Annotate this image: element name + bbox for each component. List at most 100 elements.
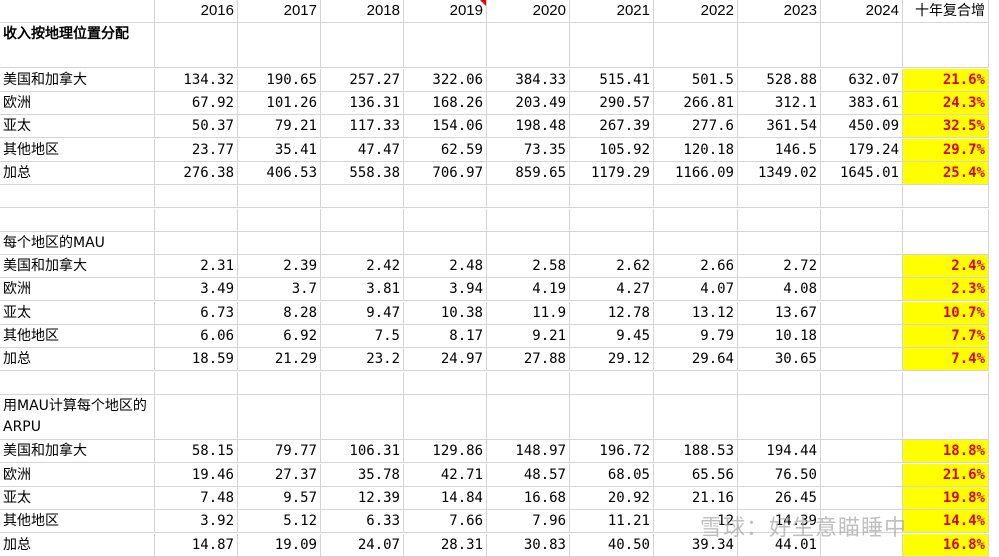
value-cell[interactable]: 44.01	[738, 533, 821, 557]
value-cell[interactable]: 9.79	[654, 325, 738, 349]
row-label-cell[interactable]: 美国和加拿大	[0, 255, 155, 279]
empty-cell[interactable]	[404, 371, 487, 395]
value-cell[interactable]: 148.97	[487, 440, 570, 464]
empty-cell[interactable]	[0, 185, 155, 209]
value-cell[interactable]: 9.45	[570, 325, 654, 349]
value-cell[interactable]: 106.31	[321, 440, 404, 464]
value-cell[interactable]: 7.66	[404, 510, 487, 534]
value-cell[interactable]	[821, 348, 903, 372]
value-cell[interactable]: 2.58	[487, 255, 570, 279]
empty-cell[interactable]	[155, 208, 238, 232]
row-label-cell[interactable]: 其他地区	[0, 325, 155, 349]
value-cell[interactable]: 2.42	[321, 255, 404, 279]
header-year-cell[interactable]: 2022	[654, 0, 738, 23]
empty-cell[interactable]	[738, 371, 821, 395]
empty-cell[interactable]	[487, 395, 570, 441]
cagr-cell[interactable]: 32.5%	[903, 115, 989, 139]
value-cell[interactable]: 13.67	[738, 301, 821, 325]
value-cell[interactable]: 62.59	[404, 138, 487, 162]
header-year-cell[interactable]: 2023	[738, 0, 821, 23]
header-year-cell[interactable]: 2024	[821, 0, 903, 23]
header-year-cell[interactable]: 2018	[321, 0, 404, 23]
value-cell[interactable]: 129.86	[404, 440, 487, 464]
value-cell[interactable]: 10.38	[404, 301, 487, 325]
value-cell[interactable]: 6.33	[321, 510, 404, 534]
empty-cell[interactable]	[821, 371, 903, 395]
empty-cell[interactable]	[570, 185, 654, 209]
value-cell[interactable]: 632.07	[821, 68, 903, 92]
empty-cell[interactable]	[238, 371, 321, 395]
value-cell[interactable]: 27.37	[238, 463, 321, 487]
value-cell[interactable]: 10.18	[738, 325, 821, 349]
value-cell[interactable]: 4.08	[738, 278, 821, 302]
value-cell[interactable]: 117.33	[321, 115, 404, 139]
header-year-cell[interactable]: 2020	[487, 0, 570, 23]
value-cell[interactable]: 194.44	[738, 440, 821, 464]
cagr-cell[interactable]: 7.7%	[903, 325, 989, 349]
empty-cell[interactable]	[404, 185, 487, 209]
value-cell[interactable]: 29.64	[654, 348, 738, 372]
value-cell[interactable]: 3.81	[321, 278, 404, 302]
row-label-cell[interactable]: 美国和加拿大	[0, 68, 155, 92]
empty-cell[interactable]	[654, 371, 738, 395]
value-cell[interactable]: 2.31	[155, 255, 238, 279]
value-cell[interactable]: 267.39	[570, 115, 654, 139]
value-cell[interactable]: 528.88	[738, 68, 821, 92]
value-cell[interactable]: 6.06	[155, 325, 238, 349]
value-cell[interactable]: 11.9	[487, 301, 570, 325]
empty-cell[interactable]	[321, 23, 404, 69]
header-year-cell[interactable]: 2017	[238, 0, 321, 23]
empty-cell[interactable]	[238, 185, 321, 209]
cagr-cell[interactable]: 2.3%	[903, 278, 989, 302]
cagr-cell[interactable]: 7.4%	[903, 348, 989, 372]
empty-cell[interactable]	[654, 23, 738, 69]
value-cell[interactable]: 7.5	[321, 325, 404, 349]
empty-cell[interactable]	[654, 185, 738, 209]
value-cell[interactable]: 58.15	[155, 440, 238, 464]
value-cell[interactable]: 312.1	[738, 91, 821, 115]
value-cell[interactable]	[821, 255, 903, 279]
value-cell[interactable]: 257.27	[321, 68, 404, 92]
section-title-cell[interactable]: 用MAU计算每个地区的ARPU	[0, 395, 155, 441]
value-cell[interactable]: 2.66	[654, 255, 738, 279]
empty-cell[interactable]	[821, 185, 903, 209]
empty-cell[interactable]	[903, 371, 989, 395]
empty-cell[interactable]	[738, 231, 821, 255]
empty-cell[interactable]	[238, 208, 321, 232]
empty-cell[interactable]	[738, 185, 821, 209]
value-cell[interactable]: 30.65	[738, 348, 821, 372]
empty-cell[interactable]	[654, 208, 738, 232]
empty-cell[interactable]	[238, 231, 321, 255]
value-cell[interactable]: 4.07	[654, 278, 738, 302]
value-cell[interactable]: 9.21	[487, 325, 570, 349]
value-cell[interactable]: 322.06	[404, 68, 487, 92]
cagr-cell[interactable]: 10.7%	[903, 301, 989, 325]
value-cell[interactable]: 50.37	[155, 115, 238, 139]
value-cell[interactable]: 65.56	[654, 463, 738, 487]
value-cell[interactable]: 706.97	[404, 161, 487, 185]
value-cell[interactable]: 859.65	[487, 161, 570, 185]
value-cell[interactable]: 35.41	[238, 138, 321, 162]
cagr-cell[interactable]: 16.8%	[903, 533, 989, 557]
value-cell[interactable]: 188.53	[654, 440, 738, 464]
empty-cell[interactable]	[155, 395, 238, 441]
value-cell[interactable]: 515.41	[570, 68, 654, 92]
empty-cell[interactable]	[738, 23, 821, 69]
value-cell[interactable]: 154.06	[404, 115, 487, 139]
value-cell[interactable]: 2.62	[570, 255, 654, 279]
value-cell[interactable]: 6.73	[155, 301, 238, 325]
empty-cell[interactable]	[570, 231, 654, 255]
value-cell[interactable]: 2.48	[404, 255, 487, 279]
header-cagr-cell[interactable]: 十年复合增	[903, 0, 989, 23]
value-cell[interactable]: 12.39	[321, 487, 404, 511]
value-cell[interactable]: 79.77	[238, 440, 321, 464]
row-label-cell[interactable]: 亚太	[0, 115, 155, 139]
empty-cell[interactable]	[903, 208, 989, 232]
value-cell[interactable]: 8.28	[238, 301, 321, 325]
value-cell[interactable]: 1645.01	[821, 161, 903, 185]
empty-cell[interactable]	[321, 208, 404, 232]
empty-cell[interactable]	[570, 371, 654, 395]
value-cell[interactable]: 501.5	[654, 68, 738, 92]
empty-cell[interactable]	[903, 23, 989, 69]
value-cell[interactable]: 19.09	[238, 533, 321, 557]
